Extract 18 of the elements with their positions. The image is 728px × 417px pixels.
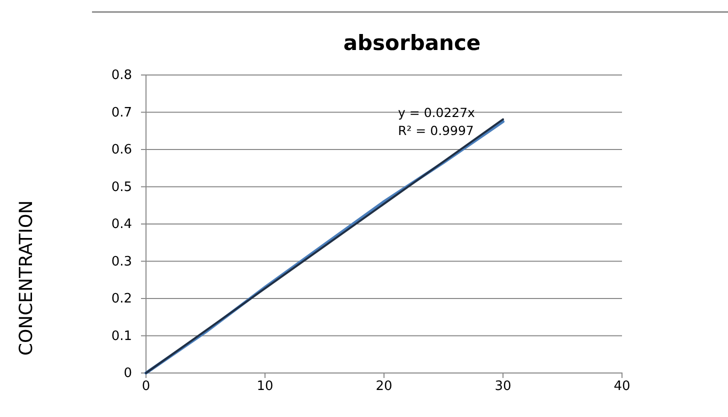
y-tick-label: 0.6	[111, 142, 132, 158]
y-tick-label: 0.2	[111, 292, 132, 307]
annotation: y = 0.0227x	[398, 105, 475, 120]
y-tick-label: 0.3	[111, 254, 132, 270]
y-tick-label: 0	[124, 366, 132, 382]
annotation: R² = 0.9997	[398, 123, 474, 138]
x-tick-label: 10	[256, 379, 274, 394]
y-tick-label: 0.7	[111, 105, 132, 120]
y-tick-label: 0.4	[111, 217, 132, 232]
x-tick-label: 20	[376, 379, 392, 394]
y-axis-title: CONCENTRATION	[16, 200, 37, 356]
chart-title: absorbance	[343, 31, 481, 55]
y-tick-label: 0.1	[111, 328, 132, 344]
x-tick-label: 40	[614, 379, 630, 394]
x-tick-label: 30	[494, 379, 512, 394]
y-tick-label: 0.8	[111, 68, 132, 84]
x-tick-label: 0	[142, 379, 150, 394]
y-tick-label: 0.5	[111, 180, 132, 195]
